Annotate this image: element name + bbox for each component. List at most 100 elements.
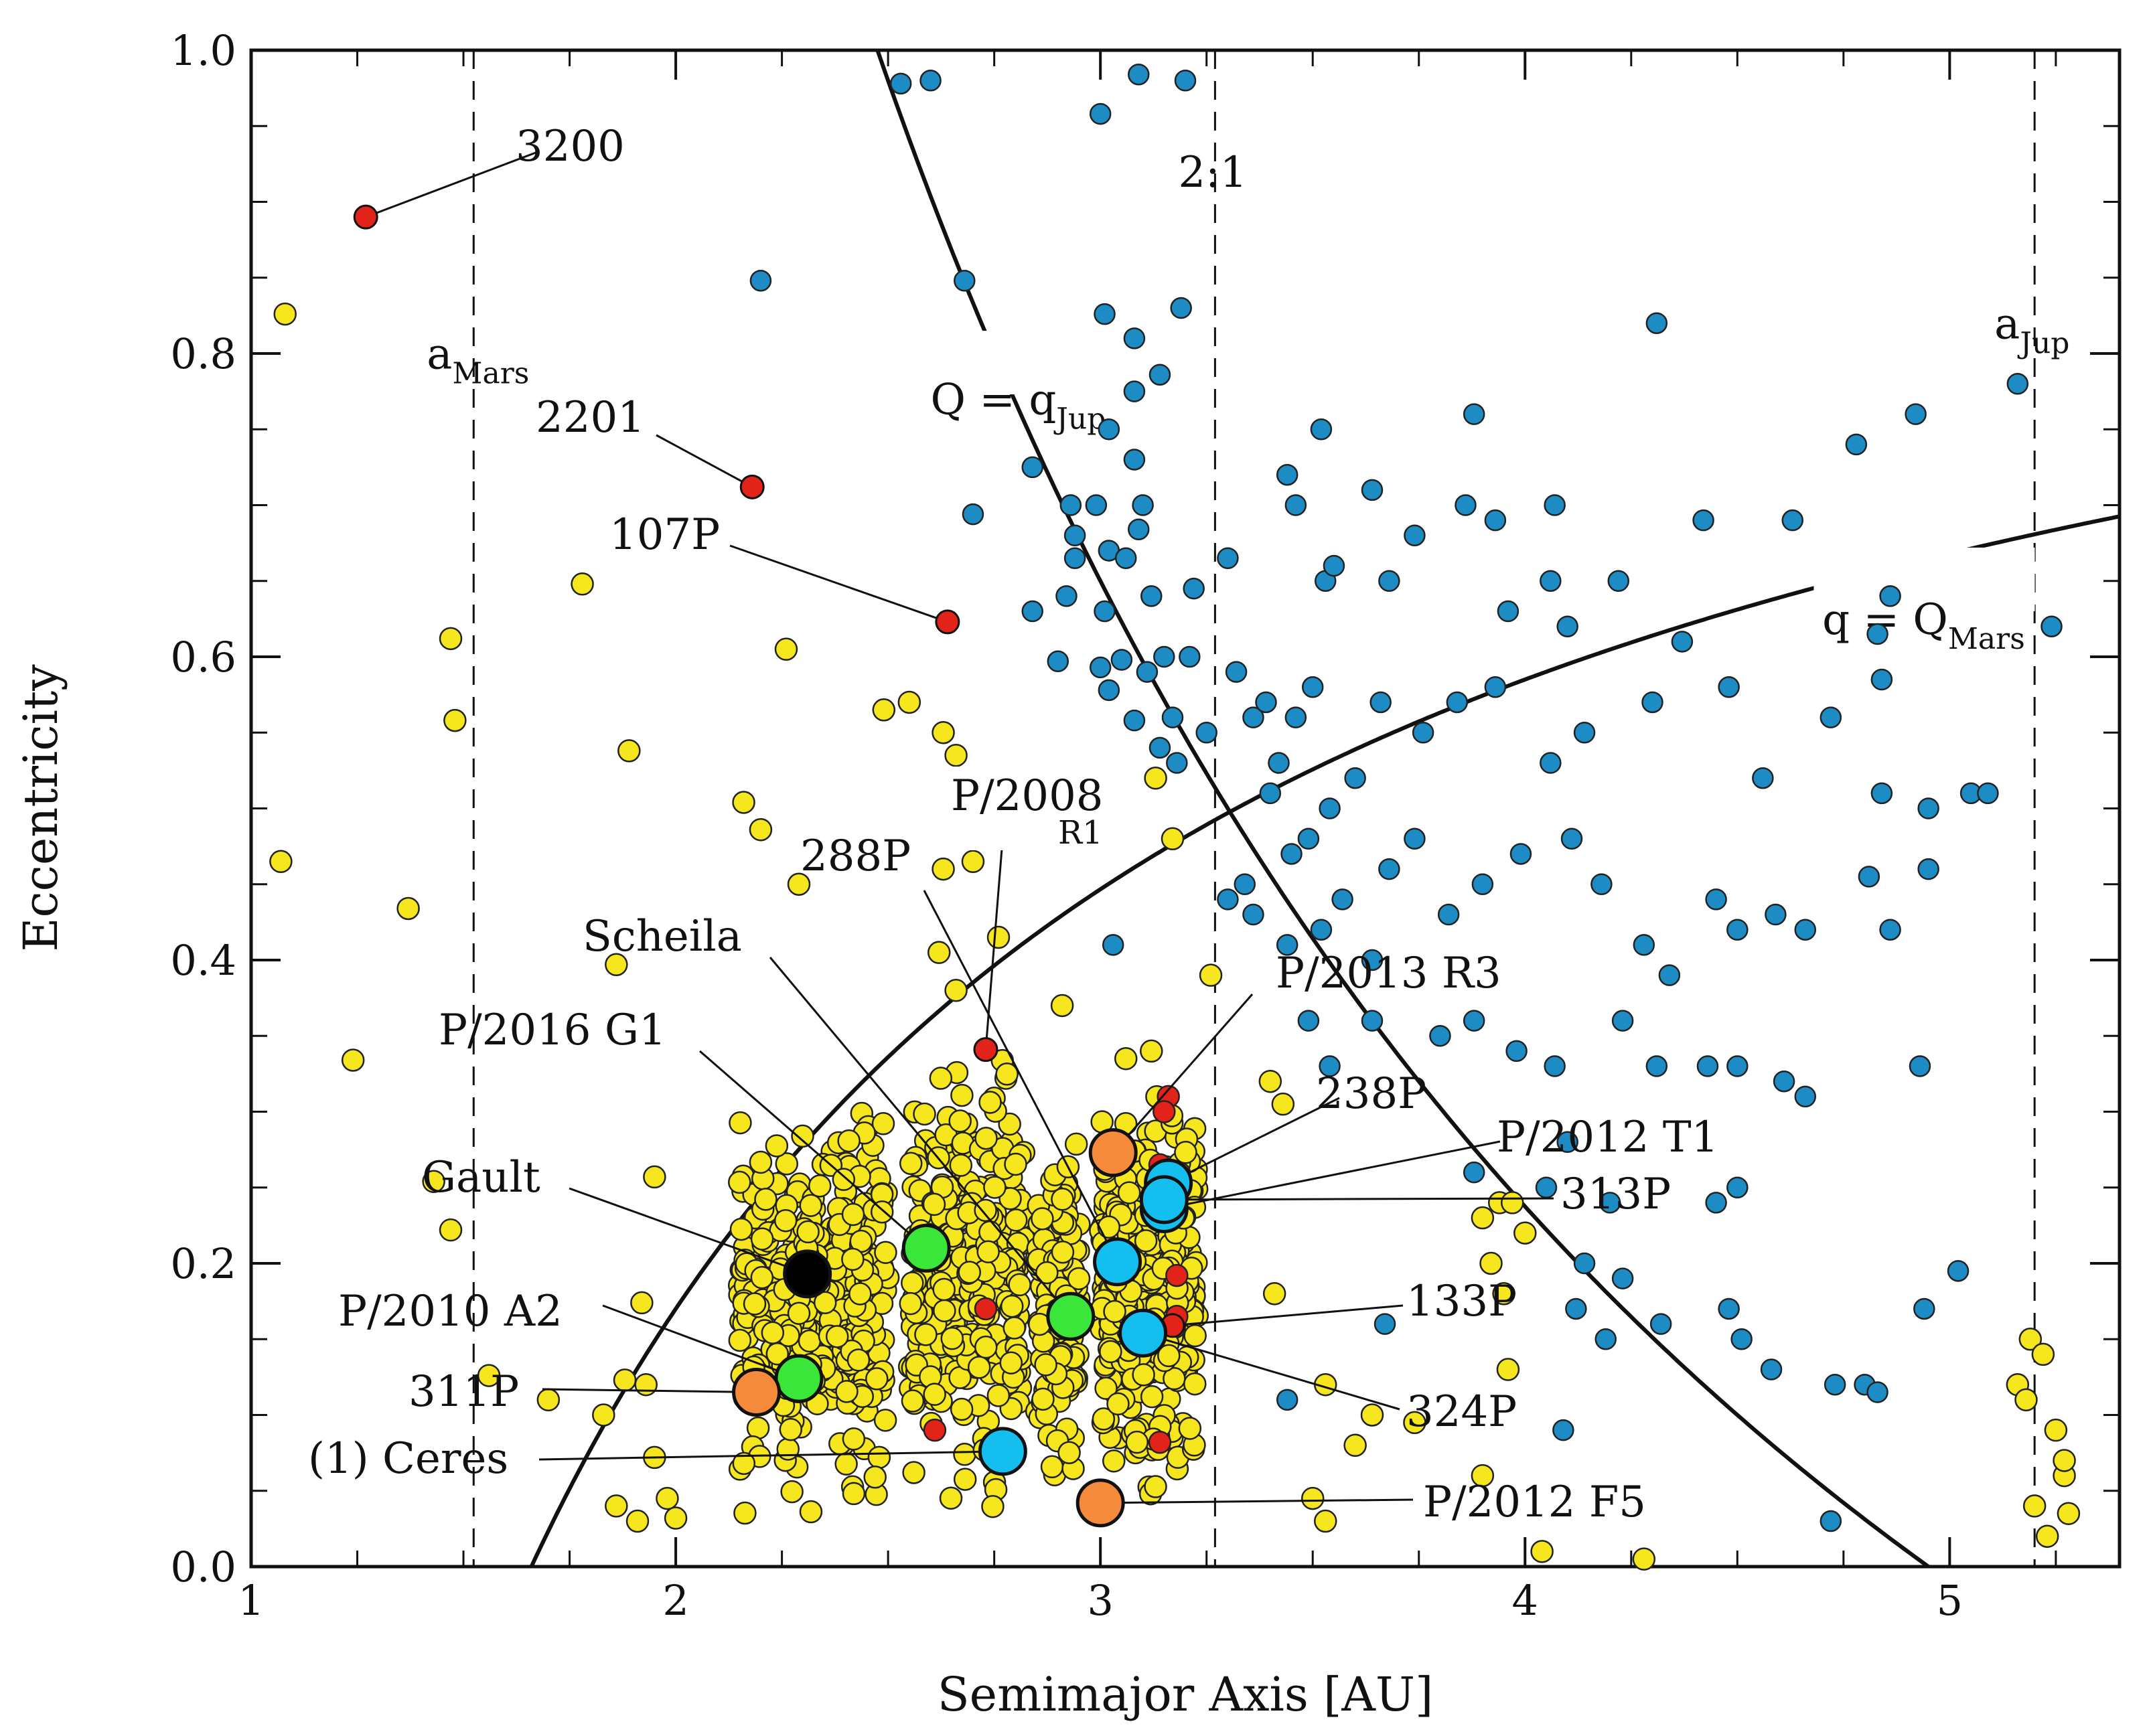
- main-belt-asteroid-point: [967, 1356, 991, 1379]
- blue-object-point: [1870, 782, 1893, 805]
- blue-object-point: [1098, 418, 1120, 441]
- main-belt-asteroid-point: [834, 1452, 858, 1476]
- yellow-object-point: [1360, 1403, 1384, 1427]
- blue-object-point: [1484, 676, 1507, 698]
- main-belt-asteroid-point: [841, 1202, 865, 1227]
- blue-object-point: [1794, 919, 1817, 941]
- red-object-point: [923, 1418, 947, 1442]
- main-belt-asteroid-point: [1117, 1181, 1141, 1204]
- x-tick-label: 5: [1937, 1576, 1963, 1625]
- main-belt-asteroid-point: [870, 1200, 894, 1224]
- blue-object-point: [1098, 679, 1120, 702]
- curve-label-bg: [921, 331, 1123, 395]
- blue-object-point: [1463, 403, 1485, 425]
- main-belt-asteroid-point: [765, 1134, 789, 1158]
- named-object-marker: [1093, 1237, 1142, 1287]
- blue-object-point: [1323, 554, 1345, 577]
- main-belt-asteroid-point: [998, 1187, 1022, 1210]
- curve-label-Q-qJup: Q = qJup: [931, 376, 1106, 437]
- yellow-object-point: [1492, 1282, 1515, 1306]
- main-belt-asteroid-point: [976, 1240, 1000, 1263]
- blue-object-point: [1170, 297, 1192, 319]
- main-belt-asteroid-point: [939, 1486, 963, 1510]
- main-belt-asteroid-point: [948, 1109, 972, 1133]
- main-belt-asteroid-point: [953, 1443, 976, 1466]
- main-belt-asteroid-point: [799, 1500, 823, 1524]
- blue-object-point: [1671, 631, 1694, 653]
- yellow-object-point: [1343, 1433, 1367, 1457]
- leader-line: [1100, 1498, 1414, 1504]
- blue-object-point: [1319, 1055, 1341, 1077]
- yellow-object-point: [2035, 1524, 2059, 1548]
- yellow-object-point: [592, 1403, 615, 1427]
- blue-object-point: [1063, 524, 1086, 547]
- yellow-object-point: [625, 1509, 650, 1533]
- main-belt-asteroid-point: [728, 1328, 752, 1352]
- main-belt-asteroid-point: [978, 1091, 1002, 1114]
- yellow-object-point: [944, 743, 968, 767]
- yellow-object-point: [613, 1368, 637, 1392]
- blue-object-point: [1179, 645, 1201, 668]
- named-object-label: Gault: [422, 1153, 540, 1202]
- main-belt-asteroid-point: [1140, 1385, 1164, 1409]
- main-belt-asteroid-point: [848, 1282, 872, 1306]
- main-belt-asteroid-point: [1125, 1430, 1149, 1454]
- axis-ticks: 1 2 3 4 5 0.0 0.2 0.4 0.6 0.8 1.0: [170, 26, 2120, 1625]
- named-object-marker: [1118, 1308, 1168, 1358]
- reference-line-label: 2:1: [1178, 148, 1247, 198]
- blue-object-point: [1089, 102, 1112, 125]
- named-object-label: P/2013 R3: [1276, 949, 1501, 998]
- main-belt-asteroid-point: [995, 1062, 1019, 1086]
- blue-object-point: [1280, 843, 1303, 865]
- named-object-marker: [935, 609, 960, 635]
- data-points: [269, 63, 2081, 1571]
- named-object-label: P/2010 A2: [338, 1287, 563, 1336]
- blue-object-point: [1166, 752, 1188, 774]
- named-object-marker: [973, 1037, 998, 1062]
- main-belt-asteroid-point: [729, 1111, 752, 1135]
- named-object-label: 288P: [800, 832, 911, 881]
- named-object-marker: [783, 1249, 832, 1299]
- blue-object-point: [1297, 827, 1320, 850]
- blue-object-point: [1594, 1328, 1617, 1350]
- yellow-object-point: [1403, 1411, 1426, 1435]
- yellow-object-point: [927, 941, 951, 964]
- named-object-marker: [901, 1223, 951, 1273]
- yellow-object-point: [1258, 1069, 1282, 1093]
- y-tick-label: 0.4: [170, 936, 236, 985]
- main-belt-asteroid-point: [974, 1198, 997, 1222]
- named-object-label: P/2008: [951, 771, 1104, 821]
- main-belt-asteroid-point: [1051, 1188, 1074, 1211]
- main-belt-asteroid-point: [986, 1384, 1011, 1407]
- leader-line: [729, 544, 948, 623]
- blue-object-point: [1730, 1328, 1753, 1350]
- named-object-label: 133P: [1406, 1277, 1517, 1326]
- main-belt-asteroid-point: [974, 1335, 998, 1359]
- main-belt-asteroid-point: [1000, 1294, 1024, 1318]
- yellow-object-point: [422, 1170, 445, 1193]
- blue-object-point: [1369, 691, 1392, 714]
- yellow-object-point: [1161, 827, 1185, 851]
- main-belt-asteroid-point: [953, 1468, 977, 1491]
- x-tick-label: 3: [1087, 1576, 1113, 1625]
- red-object-point: [1153, 1100, 1176, 1123]
- named-object-marker: [1088, 1128, 1138, 1178]
- main-belt-asteroid-point: [754, 1188, 777, 1211]
- leader-line: [602, 1304, 800, 1380]
- blue-object-point: [1429, 1025, 1451, 1047]
- main-belt-asteroid-point: [978, 1220, 1002, 1244]
- blue-object-point: [1089, 656, 1112, 679]
- named-object-marker: [978, 1427, 1027, 1476]
- blue-object-point: [1573, 722, 1596, 744]
- blue-object-point: [1611, 1010, 1634, 1032]
- blue-object-point: [1692, 509, 1714, 532]
- blue-object-point: [1276, 934, 1298, 956]
- main-belt-asteroid-point: [729, 1217, 753, 1241]
- named-object-label: P/2016 G1: [439, 1006, 666, 1055]
- yellow-object-point: [1050, 994, 1074, 1018]
- blue-object-point: [1404, 827, 1426, 850]
- main-belt-asteroid-point: [999, 1351, 1023, 1374]
- blue-object-point: [1540, 752, 1562, 774]
- blue-object-point: [1242, 706, 1264, 728]
- yellow-object-point: [1140, 1039, 1163, 1063]
